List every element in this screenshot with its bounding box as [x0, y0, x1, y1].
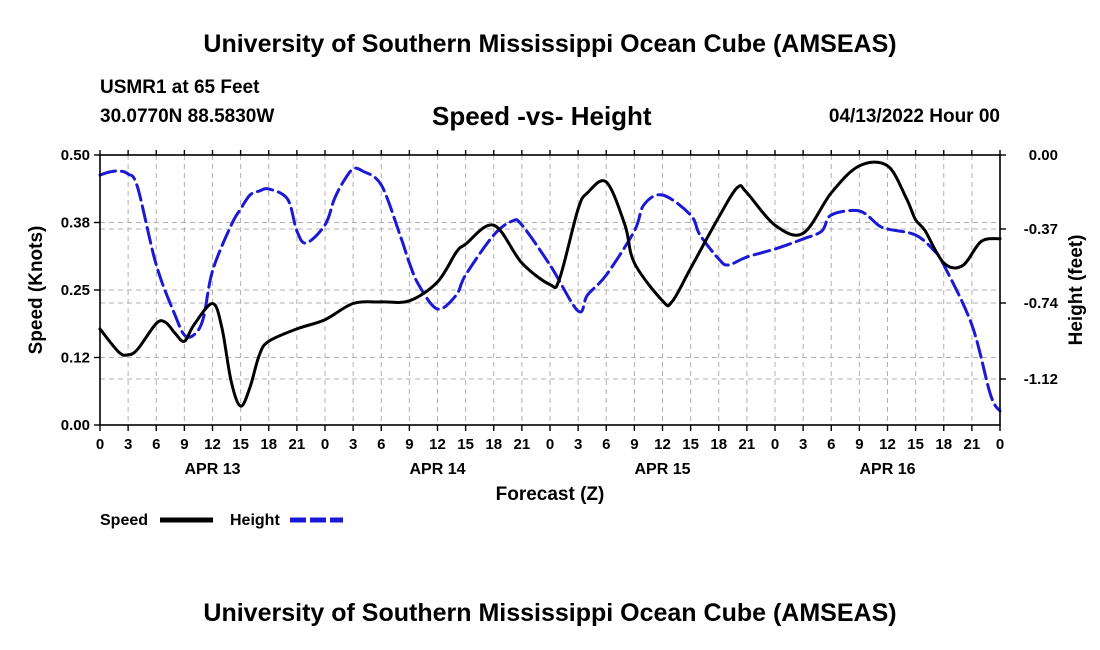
x-tick-label: 9 [630, 436, 638, 453]
x-day-label: APR 14 [409, 461, 465, 478]
x-tick-label: 21 [289, 436, 306, 453]
x-tick-label: 18 [710, 436, 727, 453]
y-tick-label: 0.25 [61, 282, 90, 299]
x-tick-label: 0 [771, 436, 779, 453]
x-tick-label: 15 [232, 436, 249, 453]
y2-tick-label: -0.74 [1024, 295, 1059, 312]
y-tick-label: 0.12 [61, 350, 90, 367]
x-tick-label: 15 [457, 436, 474, 453]
x-tick-label: 12 [654, 436, 671, 453]
y2-tick-label: -1.12 [1024, 371, 1058, 388]
x-tick-label: 12 [429, 436, 446, 453]
height-series-line [98, 166, 1002, 413]
y-tick-label: 0.38 [61, 215, 90, 232]
x-tick-label: 6 [827, 436, 835, 453]
y2-tick-label: -0.37 [1024, 221, 1058, 238]
coordinates-label: 30.0770N 88.5830W [100, 106, 275, 127]
x-tick-label: 3 [349, 436, 357, 453]
x-tick-label: 12 [879, 436, 896, 453]
y2-axis-title: Height (feet) [1066, 235, 1087, 346]
y2-tick-label: 0.00 [1029, 147, 1058, 164]
x-day-label: APR 13 [184, 461, 240, 478]
x-tick-label: 18 [260, 436, 277, 453]
x-day-label: APR 16 [859, 461, 915, 478]
x-tick-label: 12 [204, 436, 221, 453]
forecast-date: 04/13/2022 Hour 00 [828, 106, 1000, 127]
y-tick-label: 0.50 [61, 147, 90, 164]
legend-speed-label: Speed [100, 512, 148, 529]
x-tick-label: 0 [996, 436, 1004, 453]
x-tick-label: 15 [907, 436, 924, 453]
x-tick-label: 3 [799, 436, 807, 453]
x-tick-label: 0 [96, 436, 104, 453]
x-tick-label: 3 [124, 436, 132, 453]
chart-title-top: University of Southern Mississippi Ocean… [203, 30, 897, 58]
x-tick-label: 9 [405, 436, 413, 453]
x-tick-label: 18 [935, 436, 952, 453]
x-tick-label: 3 [574, 436, 582, 453]
x-tick-label: 21 [964, 436, 981, 453]
x-tick-label: 6 [602, 436, 610, 453]
x-tick-label: 21 [739, 436, 756, 453]
x-axis-title: Forecast (Z) [496, 484, 605, 505]
x-tick-label: 18 [485, 436, 502, 453]
x-tick-label: 21 [514, 436, 531, 453]
station-label: USMR1 at 65 Feet [100, 77, 260, 98]
y-axis-title: Speed (Knots) [26, 226, 47, 355]
legend-height-label: Height [230, 512, 280, 529]
chart-title-bottom: University of Southern Mississippi Ocean… [203, 599, 897, 627]
x-tick-label: 6 [152, 436, 160, 453]
x-tick-label: 15 [682, 436, 699, 453]
speed-series-line [98, 160, 1002, 408]
x-tick-label: 0 [546, 436, 554, 453]
y-tick-label: 0.00 [61, 417, 90, 434]
x-tick-label: 0 [321, 436, 329, 453]
x-day-label: APR 15 [634, 461, 690, 478]
chart-subtitle: Speed -vs- Height [432, 101, 652, 131]
x-tick-label: 6 [377, 436, 385, 453]
x-tick-label: 9 [180, 436, 188, 453]
legend: Speed Height [100, 512, 343, 529]
x-tick-label: 9 [855, 436, 863, 453]
